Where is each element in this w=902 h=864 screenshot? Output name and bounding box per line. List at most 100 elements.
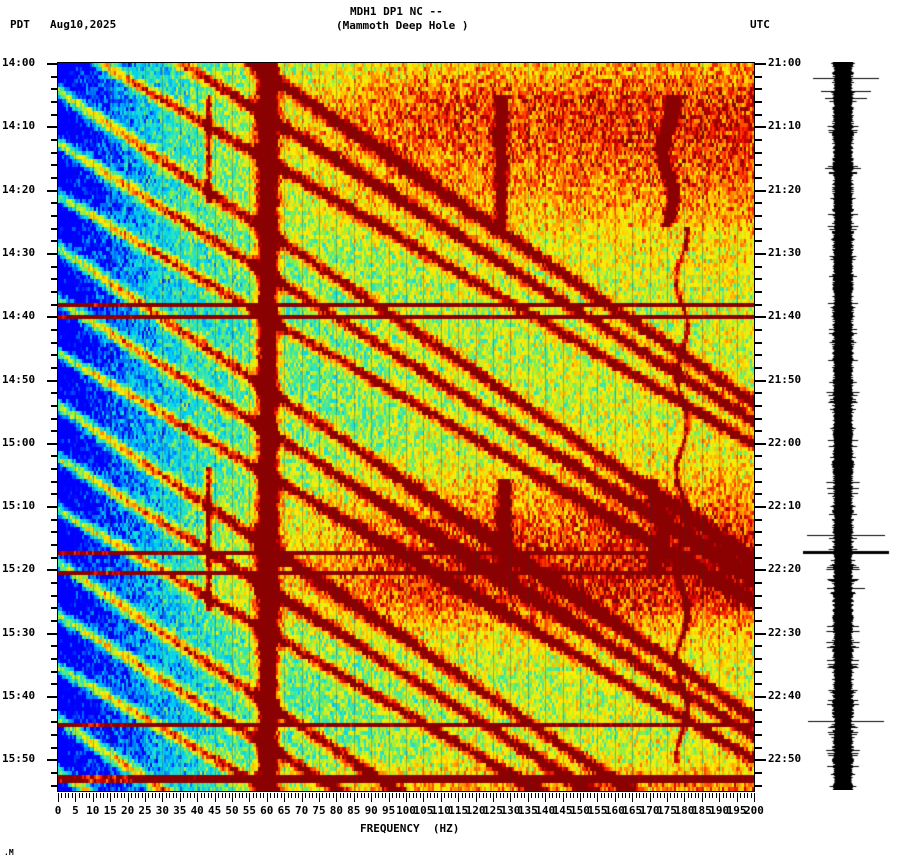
tick-minor-utc xyxy=(755,405,762,407)
tick-major-utc xyxy=(755,253,766,255)
tick-minor-utc xyxy=(755,582,762,584)
tick-minor-frequency xyxy=(681,793,682,798)
frequency-label: 30 xyxy=(155,804,170,817)
tick-minor-frequency xyxy=(622,793,623,798)
tick-minor-pdt xyxy=(51,152,58,154)
tick-minor-pdt xyxy=(51,531,58,533)
tick-minor-pdt xyxy=(51,544,58,546)
tick-minor-frequency xyxy=(472,793,473,798)
tick-minor-frequency xyxy=(194,793,195,798)
tick-minor-pdt xyxy=(51,430,58,432)
tick-minor-frequency xyxy=(166,793,167,798)
tick-minor-frequency xyxy=(229,793,230,798)
tick-minor-frequency xyxy=(677,793,678,798)
tick-minor-frequency xyxy=(542,793,543,798)
header-date: Aug10,2025 xyxy=(50,18,117,31)
tick-minor-frequency xyxy=(155,793,156,798)
tick-minor-pdt xyxy=(51,747,58,749)
tick-minor-frequency xyxy=(135,793,136,798)
tick-minor-pdt xyxy=(51,114,58,116)
tick-major-pdt xyxy=(47,190,58,192)
tick-minor-frequency xyxy=(291,793,292,798)
tick-minor-frequency xyxy=(343,793,344,798)
tick-minor-utc xyxy=(755,354,762,356)
frequency-label: 110 xyxy=(430,804,451,817)
tick-minor-pdt xyxy=(51,367,58,369)
tick-minor-frequency xyxy=(65,793,66,798)
frequency-label: 190 xyxy=(709,804,730,817)
spectrogram-plot[interactable] xyxy=(57,62,755,792)
tick-minor-frequency xyxy=(496,793,497,798)
tick-minor-frequency xyxy=(204,793,205,798)
tick-major-frequency xyxy=(441,793,442,802)
frequency-label: 15 xyxy=(103,804,117,817)
tick-minor-frequency xyxy=(385,793,386,798)
tick-major-frequency xyxy=(702,793,703,802)
tick-minor-frequency xyxy=(242,793,243,798)
tick-major-frequency xyxy=(650,793,651,802)
time-label-pdt: 14:30 xyxy=(2,246,36,259)
tick-major-utc xyxy=(755,316,766,318)
frequency-label: 65 xyxy=(277,804,291,817)
frequency-label: 130 xyxy=(500,804,521,817)
tick-minor-frequency xyxy=(364,793,365,798)
tick-minor-frequency xyxy=(100,793,101,798)
frequency-label: 100 xyxy=(396,804,416,817)
time-label-pdt: 14:10 xyxy=(2,119,36,132)
tick-minor-utc xyxy=(755,595,762,597)
tick-minor-frequency xyxy=(549,793,550,798)
frequency-axis-title: FREQUENCY (HZ) xyxy=(360,822,460,835)
frequency-label: 200 xyxy=(744,804,764,817)
tick-minor-frequency xyxy=(444,793,445,798)
tick-minor-pdt xyxy=(51,620,58,622)
tick-minor-pdt xyxy=(51,582,58,584)
frequency-label: 90 xyxy=(364,804,378,817)
tick-minor-frequency xyxy=(239,793,240,798)
tick-major-frequency xyxy=(493,793,494,802)
tick-minor-utc xyxy=(755,392,762,394)
tick-minor-frequency xyxy=(465,793,466,798)
time-label-pdt: 14:00 xyxy=(2,56,36,69)
tick-minor-frequency xyxy=(413,793,414,798)
tick-minor-frequency xyxy=(312,793,313,798)
tick-minor-frequency xyxy=(131,793,132,798)
tick-major-frequency xyxy=(336,793,337,802)
tick-minor-frequency xyxy=(211,793,212,798)
time-label-pdt: 15:50 xyxy=(2,752,36,765)
tick-minor-frequency xyxy=(263,793,264,798)
tick-minor-frequency xyxy=(208,793,209,798)
tick-minor-frequency xyxy=(437,793,438,798)
tick-minor-utc xyxy=(755,645,762,647)
tick-minor-pdt xyxy=(51,493,58,495)
tick-minor-frequency xyxy=(117,793,118,798)
tick-minor-pdt xyxy=(51,304,58,306)
tick-minor-frequency xyxy=(503,793,504,798)
tick-minor-frequency xyxy=(486,793,487,798)
tick-minor-utc xyxy=(755,88,762,90)
tick-minor-pdt xyxy=(51,76,58,78)
tick-minor-frequency xyxy=(559,793,560,798)
tick-minor-frequency xyxy=(218,793,219,798)
tick-minor-frequency xyxy=(740,793,741,798)
tick-minor-utc xyxy=(755,177,762,179)
tick-minor-frequency xyxy=(660,793,661,798)
frequency-label: 115 xyxy=(448,804,469,817)
tick-major-pdt xyxy=(47,253,58,255)
page-title: MDH1 DP1 NC -- xyxy=(350,5,443,18)
tick-minor-pdt xyxy=(51,455,58,457)
tick-minor-frequency xyxy=(103,793,104,798)
tick-minor-utc xyxy=(755,493,762,495)
tick-minor-utc xyxy=(755,430,762,432)
tick-minor-utc xyxy=(755,215,762,217)
tick-major-frequency xyxy=(232,793,233,802)
frequency-label: 135 xyxy=(517,804,538,817)
tick-minor-frequency xyxy=(121,793,122,798)
tick-major-utc xyxy=(755,126,766,128)
tick-minor-pdt xyxy=(51,240,58,242)
tick-minor-frequency xyxy=(636,793,637,798)
tick-minor-frequency xyxy=(608,793,609,798)
time-label-utc: 22:50 xyxy=(768,752,802,765)
tick-minor-utc xyxy=(755,164,762,166)
tick-major-frequency xyxy=(597,793,598,802)
tick-minor-pdt xyxy=(51,721,58,723)
